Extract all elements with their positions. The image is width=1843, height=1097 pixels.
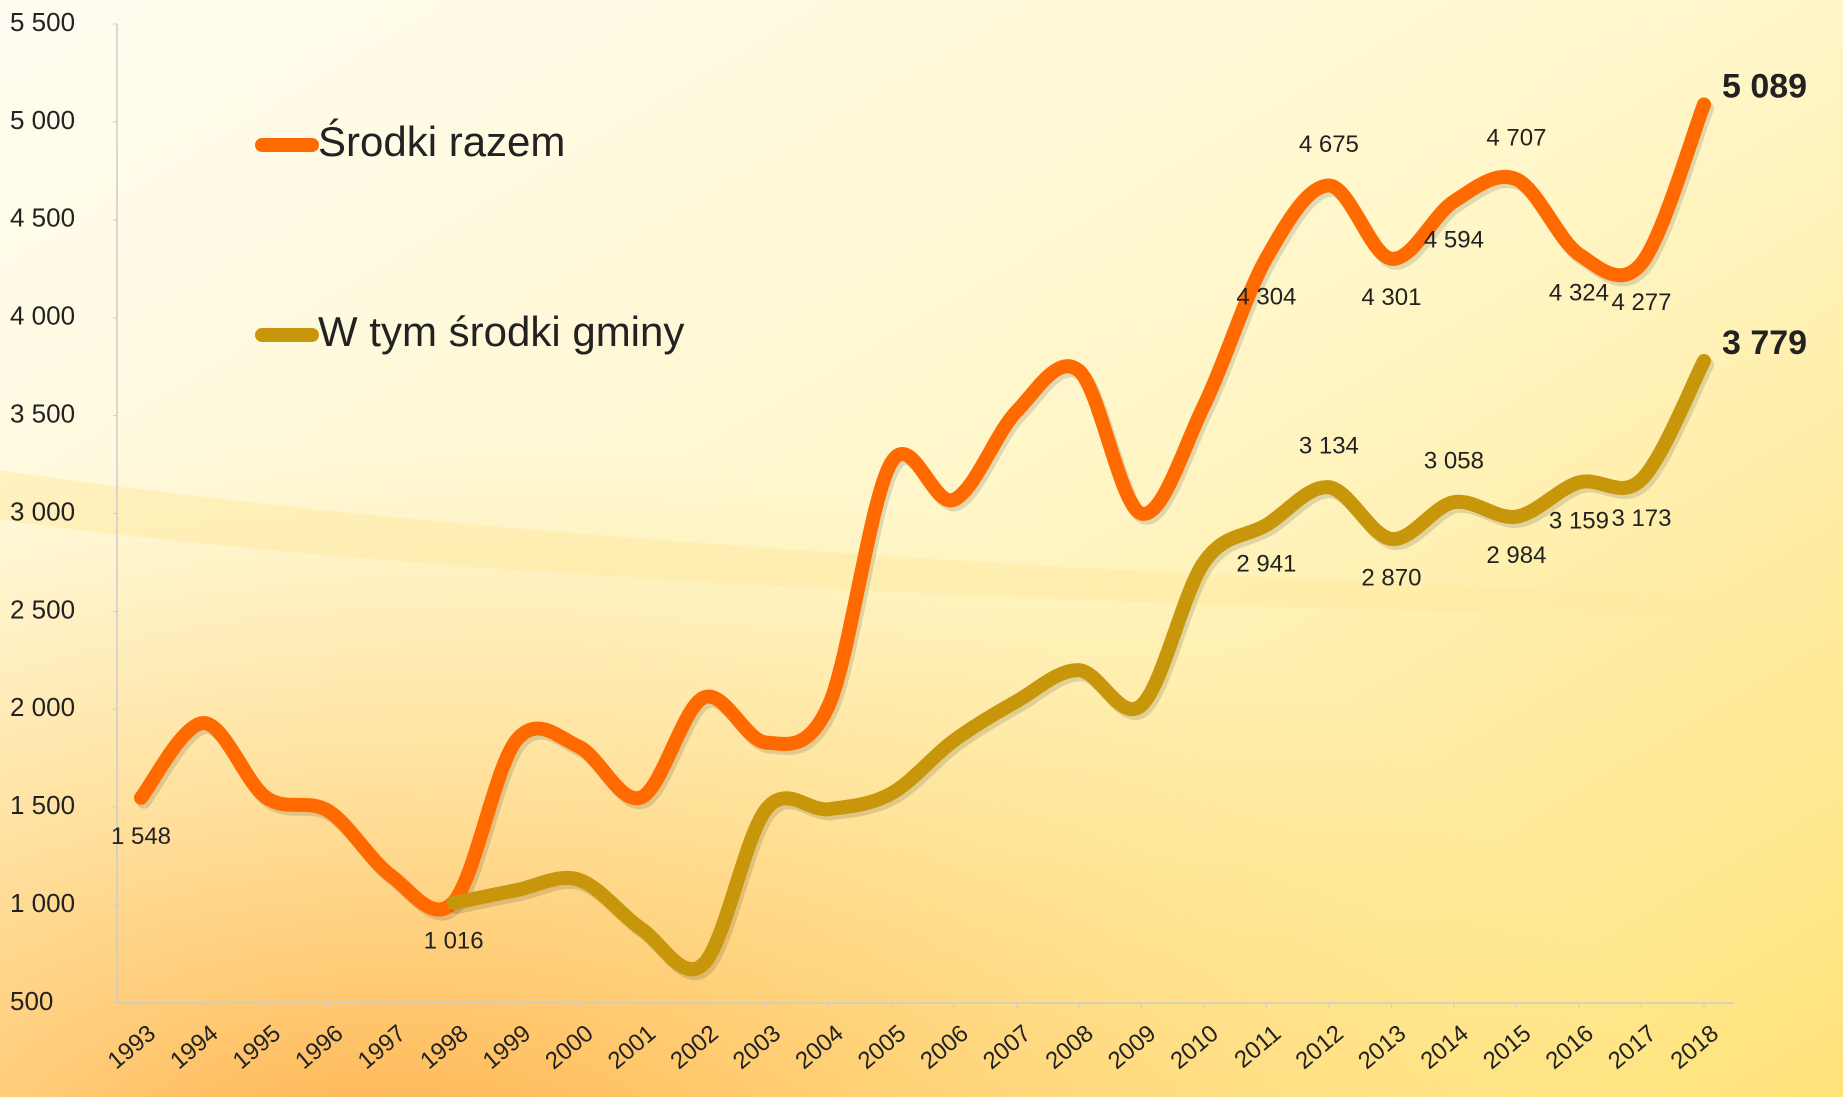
data-label: 5 089 bbox=[1722, 67, 1807, 105]
y-tick-label: 4 500 bbox=[10, 203, 75, 233]
legend-label: W tym środki gminy bbox=[318, 308, 684, 355]
data-label: 2 870 bbox=[1361, 564, 1421, 591]
series-line bbox=[134, 97, 1711, 917]
series-line bbox=[446, 353, 1711, 977]
y-tick-label: 4 000 bbox=[10, 301, 75, 331]
data-label: 1 548 bbox=[111, 823, 171, 850]
y-tick-label: 1 500 bbox=[10, 790, 75, 820]
data-label: 4 594 bbox=[1424, 227, 1484, 254]
y-tick-label: 3 000 bbox=[10, 496, 75, 526]
y-tick-label: 3 500 bbox=[10, 398, 75, 428]
data-label: 2 941 bbox=[1236, 550, 1296, 577]
data-label: 4 277 bbox=[1611, 289, 1671, 316]
background-wave bbox=[0, 470, 1843, 620]
data-label: 3 058 bbox=[1424, 447, 1484, 474]
data-label: 3 159 bbox=[1549, 508, 1609, 535]
y-tick-label: 500 bbox=[10, 986, 53, 1016]
data-label: 2 984 bbox=[1486, 542, 1546, 569]
legend-label: Środki razem bbox=[318, 117, 565, 165]
data-label: 4 304 bbox=[1236, 284, 1296, 311]
data-label: 4 707 bbox=[1486, 125, 1546, 152]
y-tick-label: 5 500 bbox=[10, 7, 75, 37]
data-label: 3 134 bbox=[1299, 433, 1359, 460]
data-label: 3 173 bbox=[1611, 505, 1671, 532]
y-tick-label: 1 000 bbox=[10, 888, 75, 918]
y-tick-label: 2 500 bbox=[10, 594, 75, 624]
y-tick-label: 5 000 bbox=[10, 105, 75, 135]
data-label: 1 016 bbox=[424, 927, 484, 954]
data-label: 4 301 bbox=[1361, 284, 1421, 311]
data-label: 4 675 bbox=[1299, 131, 1359, 158]
y-tick-label: 2 000 bbox=[10, 692, 75, 722]
data-label: 3 779 bbox=[1722, 324, 1807, 362]
data-label: 4 324 bbox=[1549, 280, 1609, 307]
